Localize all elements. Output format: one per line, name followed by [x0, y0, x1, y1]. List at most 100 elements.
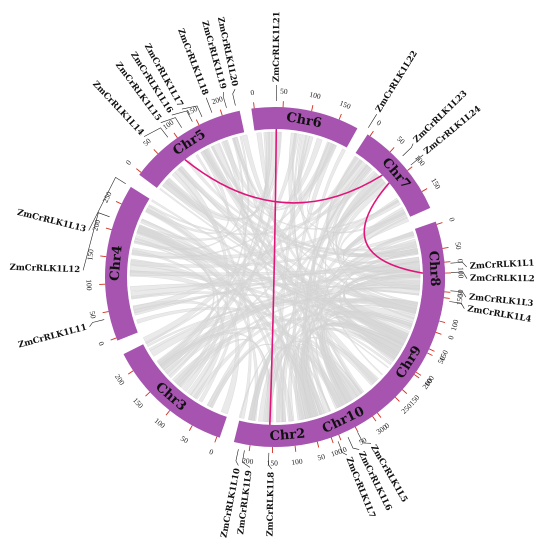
chromosome-arc — [414, 221, 445, 316]
tick-label: 50 — [357, 435, 368, 447]
duplication-link — [363, 182, 424, 274]
tick-mark — [402, 389, 408, 394]
synteny-link — [160, 256, 420, 371]
chromosome-arc — [123, 344, 227, 438]
tick-label: 150 — [429, 176, 443, 190]
tick-label: 50 — [455, 289, 465, 298]
tick-label: 100 — [456, 267, 465, 279]
tick-label: 150 — [131, 396, 145, 411]
synteny-link — [302, 322, 404, 418]
tick-mark — [421, 188, 428, 192]
gene-zmcrrlk1l13: ZmCrRLK1L13 — [16, 176, 126, 235]
tick-mark — [443, 297, 450, 299]
synteny-link — [166, 178, 398, 357]
tick-label: 50 — [453, 241, 463, 250]
tick-mark — [102, 311, 109, 314]
tick-label: 50 — [179, 434, 190, 446]
synteny-link — [176, 286, 420, 386]
tick-mark — [435, 331, 442, 335]
tick-label: 0 — [341, 444, 348, 454]
tick-mark — [110, 337, 117, 341]
synteny-link — [140, 218, 332, 412]
tick-label: 50 — [436, 354, 448, 365]
gene-pointer — [181, 105, 203, 117]
synteny-link — [143, 133, 300, 344]
gene-pointer — [450, 261, 467, 268]
tick-mark — [444, 261, 451, 263]
gene-pointer — [450, 271, 468, 279]
tick-mark — [248, 445, 251, 452]
tick-label: 200 — [113, 372, 127, 387]
tick-mark — [316, 441, 320, 448]
chromosome-arc — [355, 134, 431, 217]
tick-mark — [354, 426, 359, 433]
tick-label: 0 — [250, 88, 255, 97]
synteny-link — [145, 205, 325, 415]
tick-mark — [436, 222, 443, 225]
synteny-link — [343, 215, 418, 257]
tick-label: 0 — [456, 259, 465, 264]
tick-mark — [294, 445, 297, 452]
chromosome-arc — [105, 186, 150, 341]
chromosome-chr6: Chr6 0 50 100 150 — [250, 87, 358, 148]
gene-pointer — [232, 89, 236, 106]
gene-pointer — [160, 117, 182, 128]
tick-label: 250 — [101, 190, 114, 204]
synteny-link — [131, 199, 401, 260]
gene-pointer — [171, 110, 193, 122]
gene-pointer — [368, 114, 377, 128]
tick-mark — [444, 291, 451, 293]
synteny-link — [307, 339, 359, 412]
gene-pointer — [205, 97, 213, 113]
gene-pointer — [357, 432, 372, 444]
tick-mark — [394, 396, 400, 402]
tick-label: 100 — [309, 90, 322, 101]
chromosome-chr4: Chr4 0 50 100 150 200 250 — [84, 186, 150, 347]
chromosome-label: Chr4 — [108, 245, 126, 282]
gene-pointer — [242, 450, 251, 468]
tick-mark — [253, 102, 255, 109]
synteny-link — [312, 148, 365, 395]
tick-mark — [188, 425, 193, 431]
synteny-link — [129, 263, 420, 276]
duplication-link — [269, 128, 278, 425]
tick-mark — [389, 147, 395, 153]
tick-label: 0 — [96, 340, 106, 347]
tick-label: 100 — [153, 416, 168, 430]
chromosome-arc — [139, 110, 245, 188]
gene-pointer — [89, 319, 105, 327]
tick-label: 0 — [446, 334, 456, 341]
tick-label: 150 — [85, 248, 95, 260]
gene-zmcrrlk1l11: ZmCrRLK1L11 — [17, 319, 105, 351]
synteny-link — [133, 137, 244, 250]
tick-label: 200 — [90, 218, 102, 232]
gene-zmcrrlk1l1: ZmCrRLK1L1 — [450, 258, 535, 272]
synteny-link — [211, 146, 361, 397]
tick-mark — [311, 105, 314, 112]
tick-label: 150 — [338, 98, 352, 111]
tick-mark — [127, 370, 134, 375]
tick-mark — [330, 437, 334, 444]
tick-label: 200 — [211, 94, 225, 106]
gene-label: ZmCrRLK1L11 — [17, 323, 88, 351]
synteny-link — [200, 149, 419, 258]
tick-label: 50 — [88, 310, 98, 319]
gene-label: ZmCrRLK1L8 — [265, 472, 276, 537]
gene-label: ZmCrRLK1L22 — [374, 49, 420, 114]
gene-label: ZmCrRLK1L12 — [9, 263, 80, 275]
synteny-link — [322, 311, 413, 403]
synteny-link — [294, 231, 415, 421]
gene-pointer — [222, 91, 227, 108]
tick-mark — [195, 119, 200, 126]
synteny-link — [276, 135, 310, 423]
gene-zmcrrlk1l8: ZmCrRLK1L8 — [265, 452, 277, 537]
chromosome-label: Chr2 — [269, 427, 306, 445]
tick-label: 50 — [395, 134, 407, 146]
tick-mark — [173, 132, 178, 139]
gene-pointer — [337, 441, 348, 456]
tick-mark — [338, 113, 342, 120]
tick-label: 0 — [375, 118, 383, 128]
tick-mark — [426, 352, 433, 356]
synteny-link — [232, 137, 418, 310]
